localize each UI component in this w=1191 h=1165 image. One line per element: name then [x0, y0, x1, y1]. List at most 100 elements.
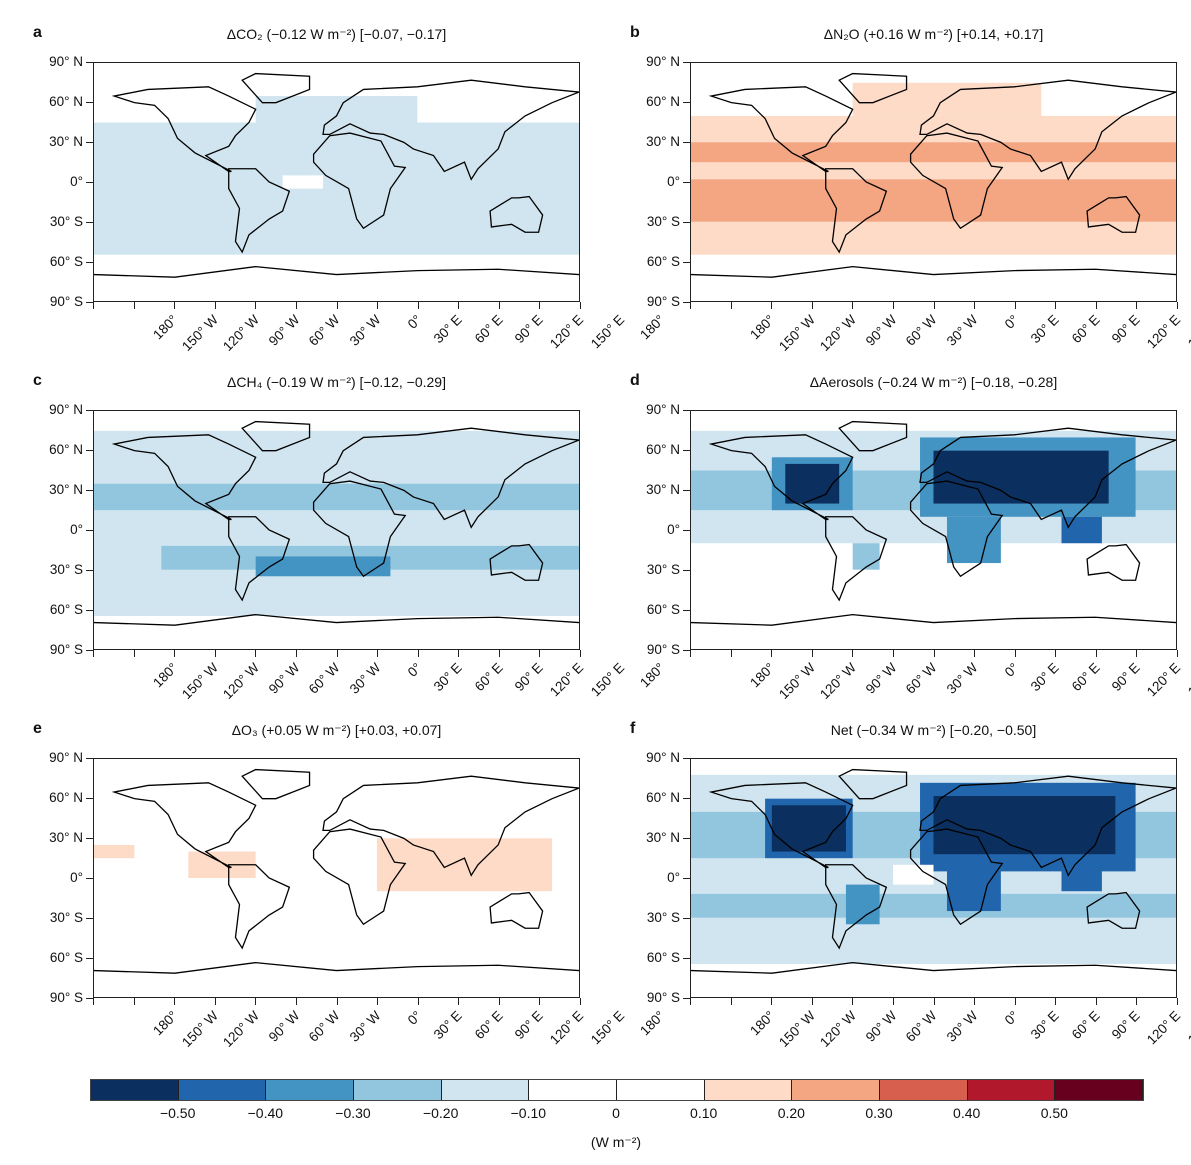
x-tick-mark [892, 998, 894, 1005]
y-tick-mark [683, 758, 690, 759]
y-tick-mark [86, 650, 93, 651]
x-tick-mark [214, 302, 216, 309]
map-svg [690, 72, 1177, 279]
x-tick-label: 150° E [587, 660, 628, 700]
x-tick-mark [580, 998, 581, 1005]
x-tick-label: 30° E [430, 660, 465, 695]
x-tick-label: 60° W [903, 1008, 940, 1045]
y-tick-mark [683, 490, 690, 491]
x-tick-mark [539, 998, 541, 1005]
map-svg [690, 768, 1177, 975]
x-tick-mark [295, 302, 297, 309]
x-tick-label: 120° W [219, 660, 262, 703]
x-tick-label: 120° W [816, 660, 859, 703]
y-tick-label: 0° [667, 174, 680, 189]
forcing-cell [255, 556, 391, 577]
colorbar-swatch [354, 1080, 442, 1100]
x-tick-mark [174, 302, 176, 309]
colorbar-swatch [529, 1080, 618, 1100]
y-tick-label: 30° S [49, 214, 83, 229]
x-tick-mark [93, 302, 94, 309]
x-tick-mark [336, 302, 338, 309]
x-tick-label: 150° W [179, 1008, 222, 1051]
x-tick-label: 180° [637, 660, 668, 691]
x-tick-label: 90° W [265, 660, 303, 697]
x-tick-mark [811, 998, 813, 1005]
x-tick-mark [417, 650, 419, 657]
y-tick-label: 60° N [49, 94, 83, 109]
x-tick-label: 90° W [862, 1008, 900, 1045]
x-tick-label: 60° W [903, 312, 940, 349]
x-tick-label: 30° W [346, 312, 384, 349]
forcing-cell [94, 844, 135, 859]
forcing-cell [282, 175, 324, 189]
forcing-cell [691, 142, 1176, 163]
forcing-cell [94, 430, 579, 616]
x-tick-label: 90° W [862, 312, 900, 349]
x-tick-mark [974, 650, 976, 657]
x-tick-label: 90° W [265, 1008, 303, 1045]
colorbar-tick-label: 0.50 [1040, 1105, 1068, 1121]
x-tick-label: 30° W [943, 1008, 981, 1045]
x-tick-mark [336, 650, 338, 657]
y-tick-label: 60° N [49, 790, 83, 805]
x-tick-mark [214, 998, 216, 1005]
forcing-cell [852, 543, 880, 570]
colorbar-swatch [880, 1080, 968, 1100]
x-tick-label: 90° W [862, 660, 900, 697]
x-tick-mark [580, 302, 581, 309]
panel-letter: e [33, 720, 42, 737]
y-tick-mark [683, 650, 690, 651]
y-tick-mark [683, 878, 690, 879]
x-tick-mark [255, 998, 257, 1005]
y-tick-label: 60° S [646, 950, 680, 965]
x-tick-mark [811, 650, 813, 657]
x-tick-label: 90° E [511, 660, 546, 695]
y-tick-mark [86, 62, 93, 63]
y-tick-mark [86, 530, 93, 531]
x-tick-label: 30° E [430, 1008, 465, 1043]
panel-letter: b [630, 24, 640, 41]
x-tick-mark [174, 998, 176, 1005]
colorbar-swatch [967, 1080, 1056, 1100]
x-tick-label: 90° E [1108, 312, 1143, 347]
y-tick-mark [86, 878, 93, 879]
panel-letter: c [33, 372, 42, 389]
x-tick-label: 60° E [471, 1008, 506, 1043]
x-tick-label: 30° E [1027, 660, 1062, 695]
x-tick-mark [974, 998, 976, 1005]
x-tick-label: 60° E [1068, 660, 1103, 695]
x-tick-label: 30° W [346, 1008, 384, 1045]
x-tick-label: 180° [150, 1008, 181, 1039]
y-tick-label: 0° [70, 870, 83, 885]
x-tick-mark [730, 650, 732, 657]
x-tick-mark [377, 302, 379, 309]
y-tick-label: 0° [70, 522, 83, 537]
x-tick-label: 0° [1001, 312, 1022, 332]
y-tick-label: 90° N [49, 402, 83, 417]
x-tick-mark [690, 998, 691, 1005]
map-plot [690, 758, 1177, 998]
y-tick-label: 60° N [646, 94, 680, 109]
x-tick-mark [133, 650, 135, 657]
colorbar-swatch [441, 1080, 530, 1100]
y-tick-label: 60° N [646, 790, 680, 805]
x-tick-mark [892, 650, 894, 657]
y-tick-label: 60° N [49, 442, 83, 457]
x-tick-mark [1014, 998, 1016, 1005]
y-tick-label: 90° N [646, 750, 680, 765]
x-tick-label: 180° [747, 660, 778, 691]
x-tick-label: 120° E [547, 1008, 587, 1048]
y-tick-mark [683, 142, 690, 143]
y-tick-mark [86, 142, 93, 143]
y-tick-mark [683, 838, 690, 839]
x-tick-mark [811, 302, 813, 309]
colorbar-tick-label: −0.10 [510, 1105, 547, 1121]
panel-letter: d [630, 372, 640, 389]
x-tick-mark [255, 302, 257, 309]
x-tick-mark [1177, 650, 1178, 657]
x-tick-mark [933, 650, 935, 657]
x-tick-mark [295, 998, 297, 1005]
x-tick-label: 120° W [219, 312, 262, 355]
